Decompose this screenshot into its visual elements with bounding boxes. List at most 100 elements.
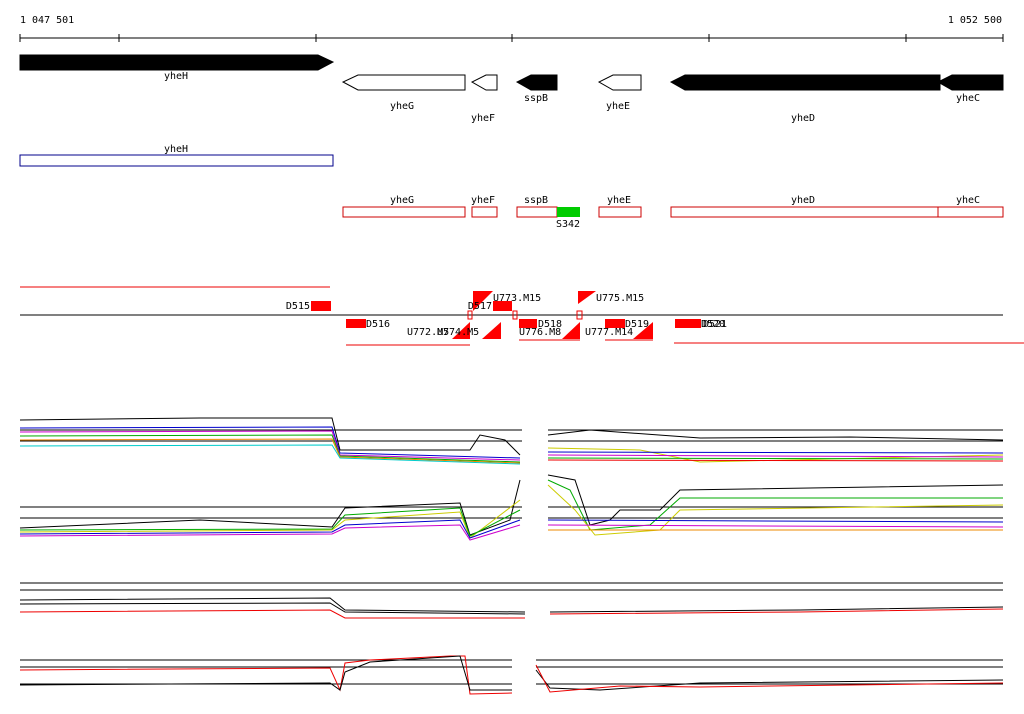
curve	[547, 459, 1004, 462]
curve	[547, 451, 1004, 454]
feature-label: S342	[556, 219, 580, 230]
cds-label: yheF	[471, 195, 495, 206]
curve	[547, 474, 1004, 526]
segment-label: U772.M5	[407, 327, 449, 338]
segment-label: D519	[625, 319, 649, 330]
segment	[311, 301, 331, 311]
segments	[20, 286, 1024, 346]
segment-gap	[467, 310, 473, 320]
gene-arrow	[669, 74, 941, 91]
cds-label: yheC	[956, 195, 980, 206]
curves-panel-3	[19, 597, 1004, 619]
curve	[19, 507, 521, 537]
cds-box	[516, 206, 558, 218]
curve	[547, 524, 1004, 528]
curve	[547, 454, 1004, 458]
segment-gap	[512, 310, 518, 320]
gene-arrow	[341, 74, 466, 91]
segment-label: U775.M15	[596, 293, 644, 304]
curves-panel-2	[19, 474, 1004, 541]
gene-label: yheE	[606, 101, 630, 112]
curves-panel-1	[19, 417, 1004, 465]
curve	[19, 602, 526, 615]
segment	[493, 301, 512, 311]
gene-arrow	[597, 74, 642, 91]
curve	[19, 444, 521, 465]
gene-label: sspB	[524, 93, 548, 104]
triangle	[452, 322, 470, 339]
curve	[19, 519, 521, 539]
curve	[19, 417, 521, 456]
gene-label: yheC	[956, 93, 980, 104]
ruler-start: 1 047 501	[20, 15, 74, 26]
curve	[19, 430, 521, 461]
segment-label: D521	[703, 319, 727, 330]
segment-label: D517	[468, 301, 492, 312]
blue-feature	[19, 154, 334, 167]
curve	[19, 655, 513, 695]
expression-panels	[19, 417, 1004, 695]
curve	[19, 524, 521, 541]
cds-box	[937, 206, 1004, 218]
curve	[19, 655, 512, 691]
cds-box	[670, 206, 939, 218]
segment	[675, 319, 701, 328]
segment	[346, 319, 366, 328]
segment-label: D520	[701, 319, 725, 330]
gene-label: yheF	[471, 113, 495, 124]
curve	[549, 608, 1004, 615]
cds-box	[471, 206, 498, 218]
cds-label: sspB	[524, 195, 548, 206]
gene-label: yheG	[390, 101, 414, 112]
segment-label: U777.M14	[585, 327, 633, 338]
segment-label: U776.M8	[519, 327, 561, 338]
curve	[547, 519, 1004, 523]
triangle	[562, 322, 580, 339]
cds-label: yheD	[791, 195, 815, 206]
cds-label: yheG	[390, 195, 414, 206]
curve	[547, 479, 1003, 531]
segment-gap	[576, 310, 583, 320]
segment-label: D518	[538, 319, 562, 330]
curve	[535, 664, 1004, 693]
green-feature	[557, 207, 580, 217]
segment-label: D516	[366, 319, 390, 330]
cds-boxes	[342, 206, 1004, 218]
segment-label: U773.M15	[493, 293, 541, 304]
curve	[19, 479, 521, 536]
curve	[19, 434, 521, 463]
curve	[19, 609, 525, 619]
gene-arrow	[936, 74, 1004, 91]
group	[467, 310, 583, 320]
feature-label: yheH	[164, 144, 188, 155]
ruler	[19, 34, 1004, 42]
curve	[19, 426, 521, 459]
ruler-end: 1 052 500	[948, 15, 1002, 26]
gene-arrows	[19, 54, 1004, 91]
segment	[519, 319, 537, 328]
curve	[19, 438, 521, 464]
curve	[547, 429, 1004, 441]
segment-label: U774.M5	[437, 327, 479, 338]
curves-panel-4	[19, 655, 1004, 695]
cds-box	[342, 206, 466, 218]
triangle	[578, 291, 596, 304]
curve	[547, 457, 1004, 460]
gene-label: yheD	[791, 113, 815, 124]
curve	[549, 606, 1004, 613]
group	[311, 291, 701, 339]
triangle	[473, 291, 493, 311]
gene-arrow	[515, 74, 558, 91]
triangle	[482, 322, 501, 339]
curve	[547, 484, 1004, 536]
cds-box	[598, 206, 642, 218]
segment-label: D515	[286, 301, 310, 312]
gene-label: yheH	[164, 71, 188, 82]
cds-label: yheE	[607, 195, 631, 206]
curve	[19, 597, 526, 613]
group	[20, 429, 1003, 685]
gene-arrow	[19, 54, 335, 71]
gene-arrow	[470, 74, 498, 91]
triangle	[633, 322, 653, 339]
